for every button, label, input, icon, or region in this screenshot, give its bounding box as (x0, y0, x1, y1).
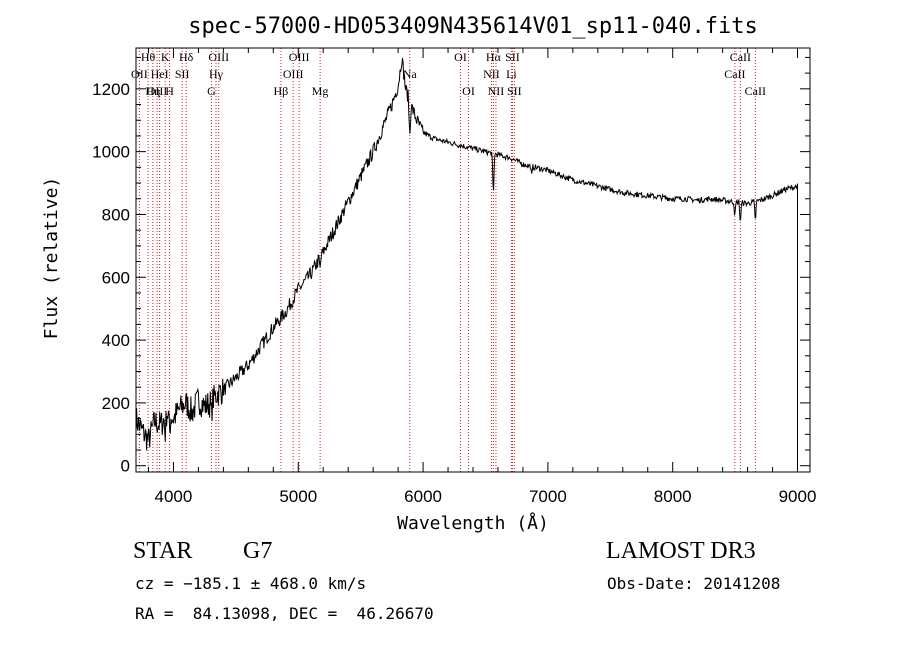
chart-title: spec-57000-HD053409N435614V01_sp11-040.f… (188, 14, 758, 39)
spectral-line-label: SII (175, 67, 190, 81)
spectral-line-label: OIII (147, 84, 168, 98)
redshift-text: cz = −185.1 ± 468.0 km/s (135, 574, 367, 593)
spectral-line-label: Li (506, 67, 517, 81)
spectral-line-label: NII (483, 67, 500, 81)
spectral-line-label: Hα (486, 50, 502, 64)
y-axis-label: Flux (relative) (41, 177, 62, 340)
spectral-line-label: K (161, 50, 170, 64)
spectral-line-label: G (207, 84, 216, 98)
x-tick-label: 9000 (779, 487, 817, 506)
x-tick-label: 6000 (404, 487, 442, 506)
spectral-line-label: SII (505, 50, 520, 64)
obs-date: Obs-Date: 20141208 (607, 574, 781, 593)
y-tick-label: 400 (102, 331, 130, 350)
spectral-line-label: Na (403, 67, 418, 81)
survey-name: LAMOST DR3 (606, 538, 756, 564)
x-tick-label: 4000 (155, 487, 193, 506)
spectral-line-label: Hη (145, 84, 160, 98)
spectral-line-label: SII (507, 84, 522, 98)
spectral-line-label: OII (131, 67, 148, 81)
spectral-line-label: Mg (312, 84, 329, 98)
plot-frame (135, 47, 811, 473)
x-tick-label: 7000 (529, 487, 567, 506)
coordinates: RA = 84.13098, DEC = 46.26670 (135, 604, 434, 623)
spectral-line-label: Hβ (274, 84, 289, 98)
y-tick-label: 1000 (92, 143, 130, 162)
spectral-line-label: HeI (151, 67, 169, 81)
y-tick-label: 600 (102, 268, 130, 287)
y-tick-label: 0 (121, 457, 130, 476)
x-tick-label: 8000 (654, 487, 692, 506)
spectral-line-label: CaII (724, 67, 745, 81)
spectral-line-label: NII (488, 84, 505, 98)
spectral-line-label: OIII (289, 50, 310, 64)
spectral-line-label: OI (454, 50, 467, 64)
axis-ticks: 4000 5000 6000 7000 8000 9000 0 200 400 600 800 100… (92, 48, 816, 506)
y-tick-label: 200 (102, 394, 130, 413)
y-tick-label: 800 (102, 205, 130, 224)
spectral-line-label: Hδ (179, 50, 194, 64)
spectral-line-label: OIII (208, 50, 229, 64)
spectral-line-label: CaII (745, 84, 766, 98)
object-class: STAR (133, 538, 193, 564)
spectrum-line (135, 57, 798, 466)
object-subclass: G7 (243, 538, 273, 564)
spectral-line-label: Hγ (209, 67, 224, 81)
spectral-line-label: Hθ (141, 50, 156, 64)
spectrum-chart: spec-57000-HD053409N435614V01_sp11-040.f… (41, 14, 816, 534)
x-tick-label: 5000 (279, 487, 317, 506)
spectral-line-label: H (165, 84, 174, 98)
spectral-line-label: OI (462, 84, 475, 98)
y-tick-label: 1200 (92, 80, 130, 99)
x-axis-label: Wavelength (Å) (397, 512, 549, 534)
spectral-line-label: OIII (283, 67, 304, 81)
